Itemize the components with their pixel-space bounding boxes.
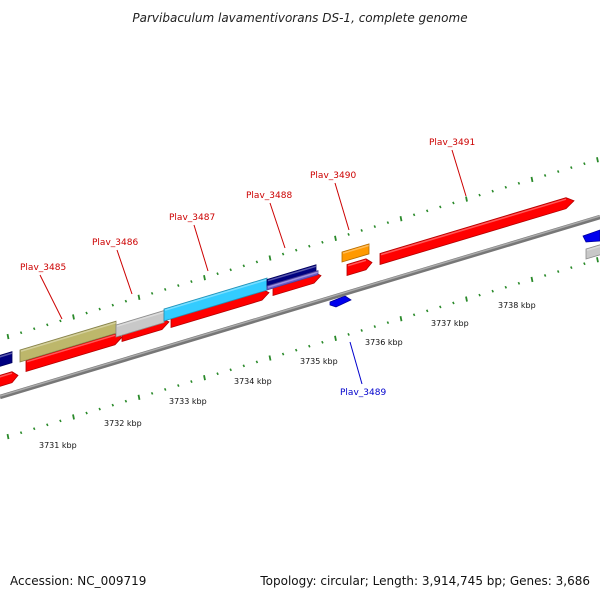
gene-label-plav-3489[interactable]: Plav_3489 [340, 388, 386, 398]
cds-right-reverse[interactable] [582, 229, 600, 243]
label-line [39, 274, 63, 320]
feature-navy[interactable] [266, 264, 317, 288]
gene-label-plav-3488[interactable]: Plav_3488 [246, 191, 292, 201]
map-title: Parvibaculum lavamentivorans DS-1, compl… [132, 11, 467, 25]
accession-text: Accession: NC_009719 [10, 574, 147, 588]
kbp-label-3731: 3731 kbp [39, 441, 77, 450]
label-line [193, 224, 209, 272]
cds-left-edge[interactable] [0, 371, 19, 388]
kbp-label-3734: 3734 kbp [234, 377, 272, 386]
feature-slate[interactable] [266, 270, 319, 291]
feature-silver-right[interactable] [585, 244, 600, 260]
kbp-label-3735: 3735 kbp [300, 357, 338, 366]
tick-marks [6, 157, 599, 440]
inner-tick-row [6, 257, 599, 440]
kbp-label-3732: 3732 kbp [104, 419, 142, 428]
label-line [349, 341, 363, 385]
kbp-label-3738: 3738 kbp [498, 301, 536, 310]
label-line [334, 182, 350, 231]
cds-plav-3489[interactable] [329, 295, 352, 308]
label-line [116, 249, 133, 295]
kbp-label-3733: 3733 kbp [169, 397, 207, 406]
cds-plav-3491[interactable] [379, 197, 575, 266]
gene-label-plav-3490[interactable]: Plav_3490 [310, 171, 356, 181]
outer-tick-row [6, 157, 599, 340]
gene-features [0, 197, 600, 388]
feature-navy-left[interactable] [0, 351, 13, 368]
gene-label-plav-3485[interactable]: Plav_3485 [20, 263, 66, 273]
gene-label-plav-3487[interactable]: Plav_3487 [169, 213, 215, 223]
label-line [269, 202, 286, 249]
gene-label-plav-3486[interactable]: Plav_3486 [92, 238, 138, 248]
kbp-label-3736: 3736 kbp [365, 338, 403, 347]
gene-label-lines [39, 149, 467, 385]
label-line [451, 149, 467, 197]
backbone [0, 214, 600, 400]
topology-text: Topology: circular; Length: 3,914,745 bp… [260, 574, 590, 588]
kbp-label-3737: 3737 kbp [431, 319, 469, 328]
gene-label-plav-3491[interactable]: Plav_3491 [429, 138, 475, 148]
cds-plav-3490[interactable] [346, 258, 373, 277]
feature-orange[interactable] [341, 243, 370, 263]
